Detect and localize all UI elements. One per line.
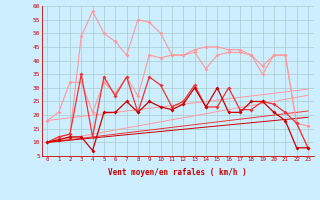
X-axis label: Vent moyen/en rafales ( km/h ): Vent moyen/en rafales ( km/h ) <box>108 168 247 177</box>
